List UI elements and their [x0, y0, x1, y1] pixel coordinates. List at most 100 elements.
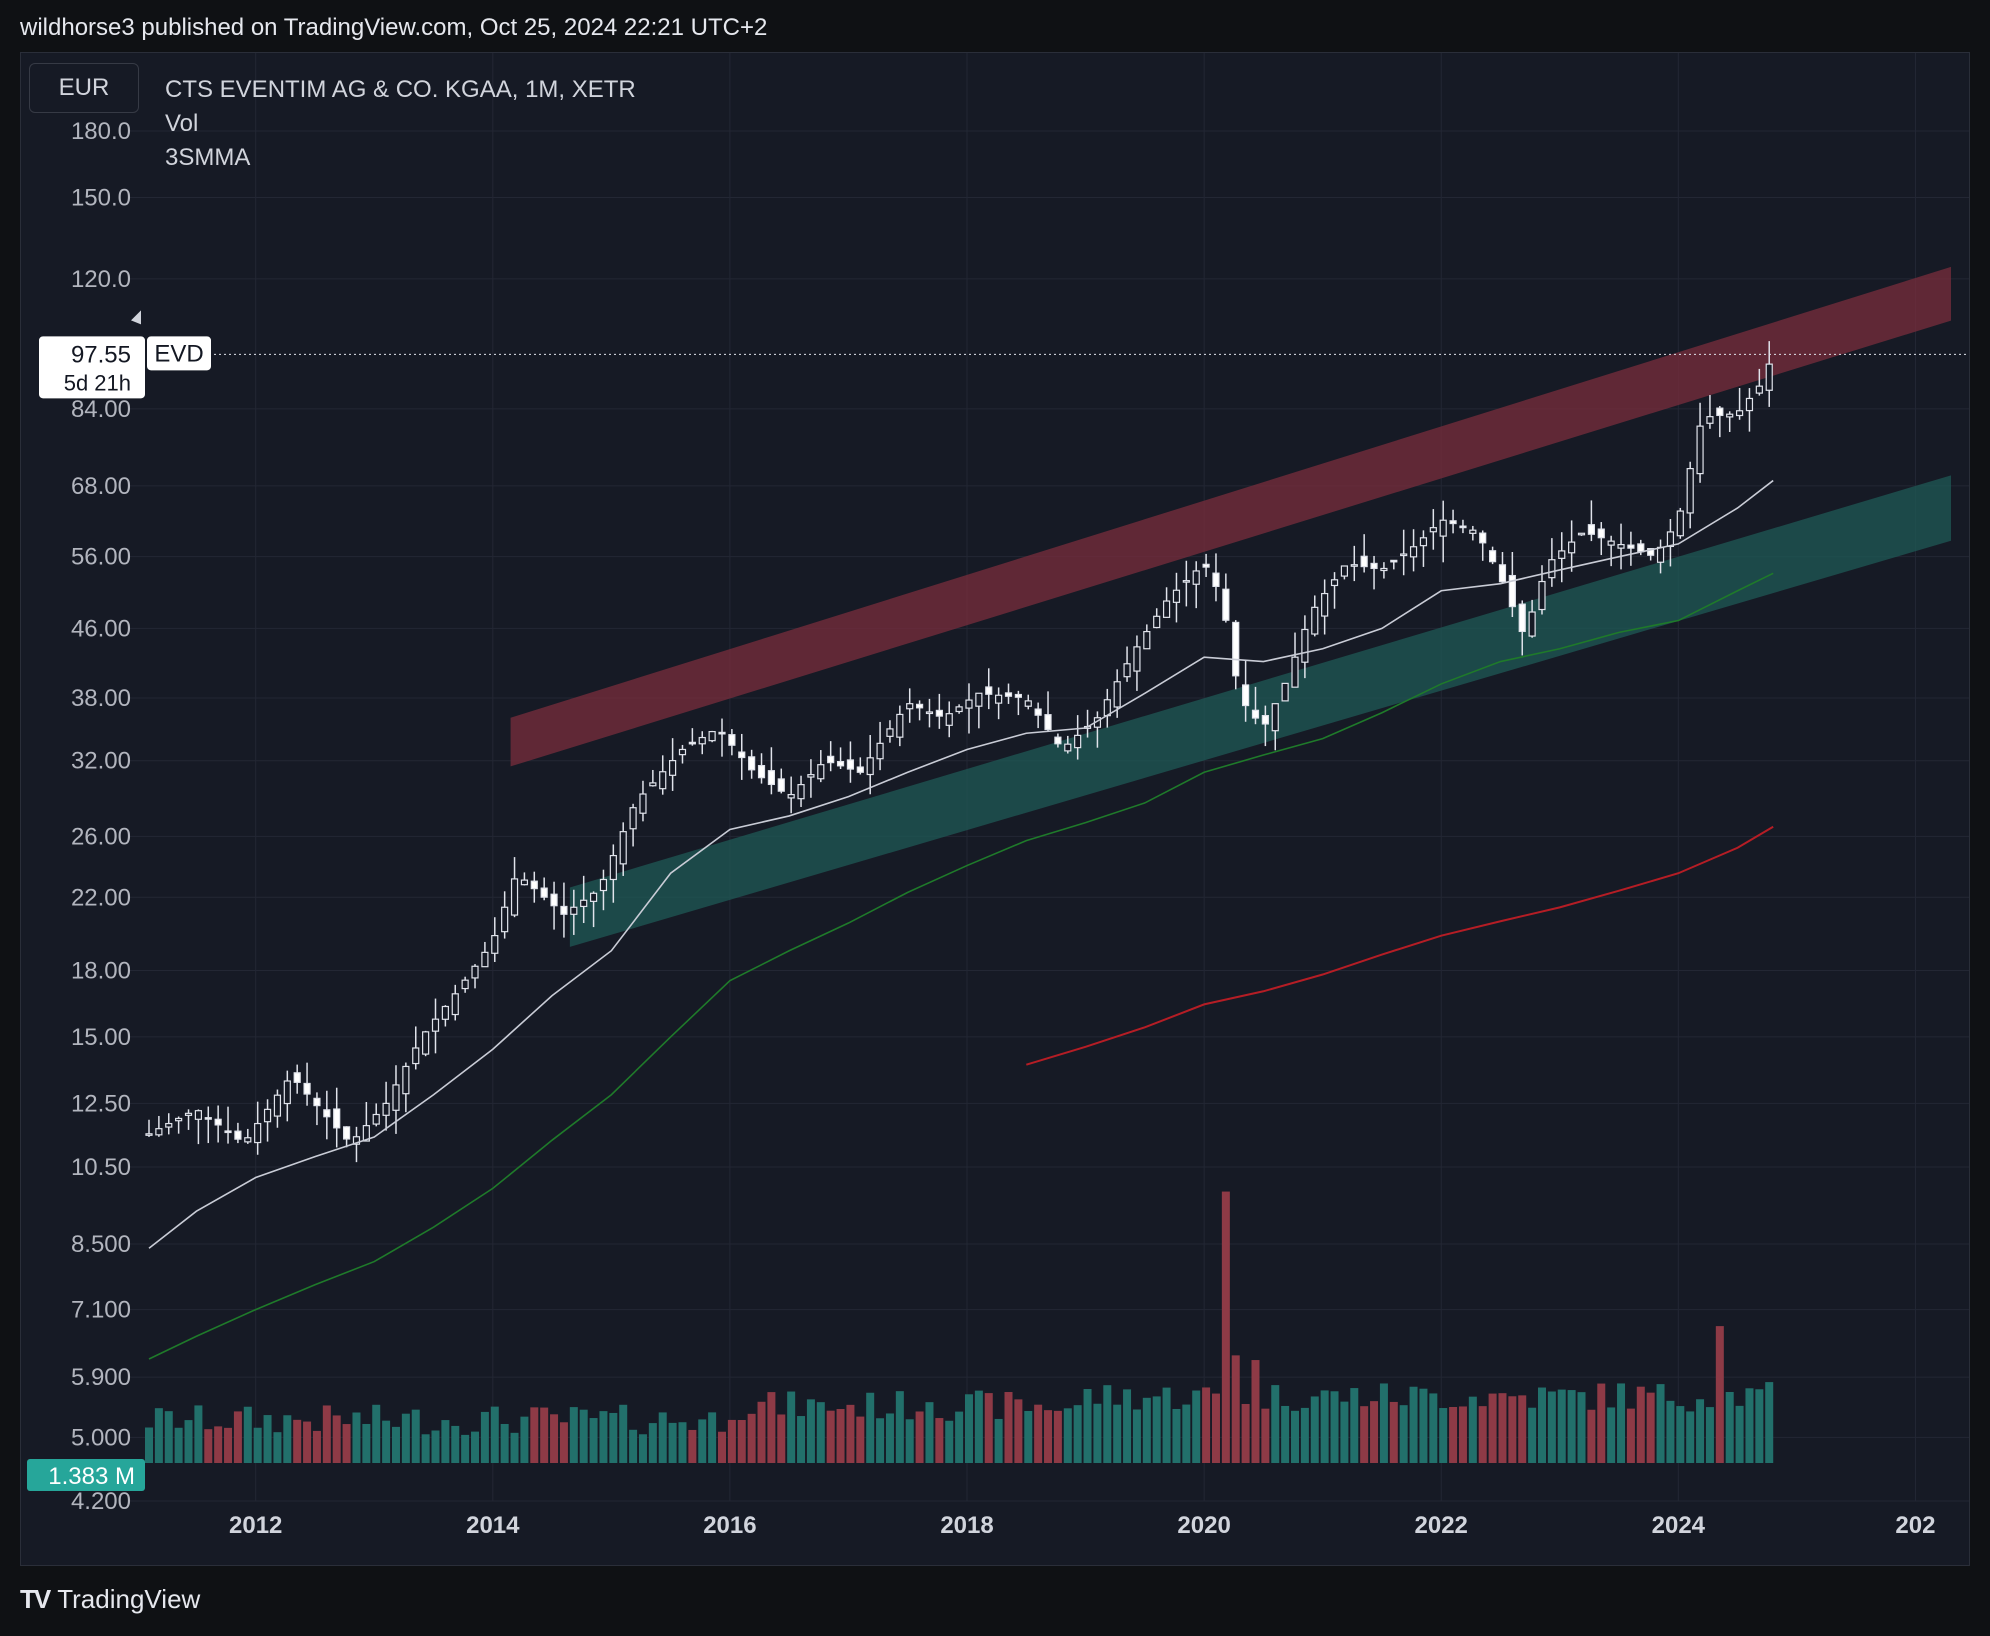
y-tick-label: 15.00 — [71, 1024, 131, 1051]
volume-bar — [737, 1419, 746, 1463]
candle-body — [767, 770, 776, 786]
price-chart[interactable]: 180.0 150.0 120.0 84.00 68.00 56.00 46.00 38.00… — [21, 53, 1970, 1566]
candle-body — [955, 706, 963, 713]
price-tag-arrow-icon — [131, 310, 141, 325]
candle-body — [1024, 700, 1032, 707]
volume-bar — [1172, 1408, 1181, 1463]
legend-volume[interactable]: Vol — [165, 110, 199, 137]
volume-bar — [1617, 1383, 1626, 1463]
candle-body — [1261, 714, 1269, 725]
candle-body — [678, 748, 687, 756]
y-tick-label: 12.50 — [71, 1090, 131, 1117]
candle-body — [1370, 562, 1378, 570]
candle-body — [234, 1130, 242, 1140]
volume-bar — [411, 1409, 420, 1463]
candle-body — [194, 1110, 202, 1120]
volume-bar — [1547, 1391, 1556, 1463]
volume-bar — [1340, 1401, 1349, 1463]
volume-bar — [1083, 1389, 1092, 1463]
ticker-tag-box — [147, 336, 211, 371]
volume-bar — [332, 1415, 341, 1463]
candle-body — [1133, 646, 1141, 672]
volume-bar — [510, 1432, 519, 1463]
legend-symbol[interactable]: CTS EVENTIM AG & CO. KGAA, 1M, XETR — [165, 76, 636, 103]
volume-bar — [1498, 1393, 1507, 1463]
volume-bar — [1725, 1391, 1734, 1463]
candle-body — [1716, 407, 1724, 417]
candle-body — [1321, 592, 1329, 617]
candle-body — [906, 703, 914, 710]
chart-area[interactable]: 180.0 150.0 120.0 84.00 68.00 56.00 46.00 38.00… — [20, 52, 1970, 1566]
candle-body — [1656, 546, 1665, 563]
volume-bar — [520, 1416, 529, 1463]
candle-body — [797, 784, 805, 800]
candle-body — [530, 880, 538, 890]
candle-body — [1488, 550, 1497, 563]
candle-body — [659, 771, 667, 790]
volume-bar — [1182, 1404, 1191, 1463]
candle-body — [738, 751, 746, 759]
candle-body — [599, 878, 608, 892]
volume-bar — [1063, 1408, 1072, 1463]
candle-body — [283, 1080, 291, 1105]
candle-body — [1479, 532, 1487, 544]
volume-bar — [856, 1416, 865, 1463]
candle-body — [461, 979, 469, 990]
volume-bar — [372, 1404, 381, 1463]
candle-body — [995, 694, 1003, 704]
candle-body — [412, 1047, 420, 1065]
y-tick-label: 38.00 — [71, 685, 131, 712]
volume-bar — [1281, 1405, 1290, 1463]
candle-body — [471, 965, 479, 979]
volume-bar — [757, 1401, 766, 1463]
candle-body — [1449, 520, 1457, 525]
candle-body — [1044, 714, 1052, 731]
volume-bar — [974, 1390, 983, 1463]
volume-bar — [1676, 1406, 1685, 1463]
candle-body — [1064, 743, 1072, 752]
candle-body — [1311, 606, 1319, 635]
candle-body — [1439, 519, 1447, 537]
volume-bar — [1142, 1397, 1151, 1463]
candle-body — [165, 1122, 173, 1128]
volume-bar — [1271, 1385, 1280, 1463]
chart-legend: CTS EVENTIM AG & CO. KGAA, 1M, XETR Vol … — [165, 73, 636, 175]
candles — [145, 341, 1773, 1163]
candle-body — [303, 1082, 311, 1095]
candle-body — [1014, 693, 1022, 698]
volume-bar — [1705, 1407, 1714, 1463]
candle-body — [1004, 692, 1013, 697]
x-tick-label: 2016 — [703, 1512, 756, 1539]
candle-body — [1242, 684, 1250, 707]
volume-bar — [638, 1434, 647, 1463]
candle-body — [540, 887, 548, 898]
candle-body — [1429, 527, 1437, 533]
candle-body — [1182, 580, 1190, 583]
x-tick-label: 202 — [1895, 1512, 1935, 1539]
volume-bar — [905, 1419, 914, 1463]
currency-button[interactable]: EUR — [29, 63, 139, 113]
candle-body — [1222, 588, 1230, 621]
candle-body — [1271, 703, 1279, 732]
legend-smma[interactable]: 3SMMA — [165, 144, 251, 171]
footer-brand[interactable]: TV TradingView — [20, 1584, 200, 1615]
volume-bar — [1211, 1393, 1220, 1463]
volume-bar — [540, 1407, 549, 1463]
y-tick-label: 7.100 — [71, 1297, 131, 1324]
candle-body — [975, 692, 983, 707]
candle-body — [1627, 544, 1635, 549]
candle-body — [1518, 603, 1526, 633]
candle-body — [1607, 540, 1615, 546]
candle-body — [1617, 543, 1625, 549]
candle-body — [698, 736, 706, 745]
volume-bar — [767, 1392, 776, 1463]
candle-body — [728, 734, 736, 746]
volume-bar — [895, 1391, 904, 1463]
candle-body — [362, 1125, 370, 1142]
volume-bar — [1053, 1410, 1062, 1463]
candle-body — [1538, 580, 1546, 611]
candle-body — [204, 1117, 212, 1120]
volume-bar — [1478, 1406, 1487, 1463]
volume-bar — [382, 1420, 391, 1463]
